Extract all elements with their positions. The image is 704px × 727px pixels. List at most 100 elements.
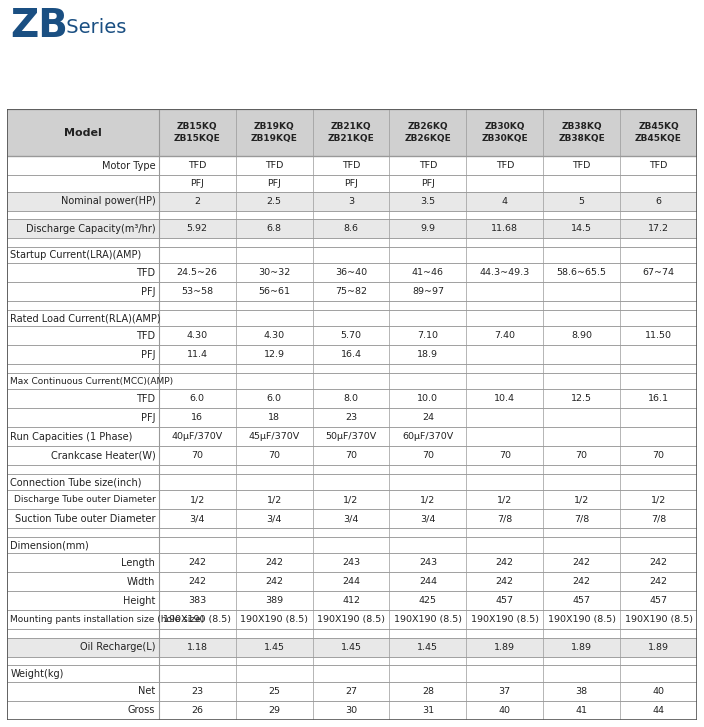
Bar <box>313 701 389 720</box>
Bar <box>313 109 389 156</box>
Text: 1/2: 1/2 <box>651 495 666 505</box>
Text: 3/4: 3/4 <box>189 514 205 523</box>
Text: 18.9: 18.9 <box>417 350 439 359</box>
Bar <box>236 656 313 665</box>
Text: 7.40: 7.40 <box>494 332 515 340</box>
Text: 41~46: 41~46 <box>412 268 444 278</box>
Bar <box>236 390 313 409</box>
Text: 4.30: 4.30 <box>187 332 208 340</box>
Bar <box>7 665 159 682</box>
Text: 2.5: 2.5 <box>267 197 282 206</box>
Text: 3/4: 3/4 <box>420 514 436 523</box>
Bar <box>389 109 466 156</box>
Bar <box>389 553 466 572</box>
Bar <box>313 490 389 510</box>
Text: 16.1: 16.1 <box>648 394 669 403</box>
Bar <box>159 175 236 192</box>
Text: 16: 16 <box>191 414 203 422</box>
Bar <box>389 390 466 409</box>
Bar <box>7 220 159 238</box>
Bar <box>543 345 620 364</box>
Bar <box>389 175 466 192</box>
Bar <box>620 510 697 529</box>
Text: TFD: TFD <box>342 161 360 170</box>
Text: Length: Length <box>122 558 156 568</box>
Text: 70: 70 <box>345 451 357 460</box>
Text: PFJ: PFJ <box>141 287 156 297</box>
Text: 1.45: 1.45 <box>341 643 362 652</box>
Text: 190X190 (8.5): 190X190 (8.5) <box>163 615 231 624</box>
Bar <box>543 629 620 638</box>
Text: 67~74: 67~74 <box>643 268 674 278</box>
Bar <box>620 192 697 211</box>
Bar <box>313 302 389 310</box>
Bar <box>620 211 697 220</box>
Text: ZB45KQ
ZB45KQE: ZB45KQ ZB45KQE <box>635 122 682 143</box>
Bar <box>313 610 389 629</box>
Text: 7/8: 7/8 <box>574 514 589 523</box>
Bar <box>159 109 236 156</box>
Bar <box>7 282 159 302</box>
Bar <box>236 238 313 247</box>
Bar <box>159 446 236 465</box>
Text: 1.89: 1.89 <box>571 643 592 652</box>
Text: 2: 2 <box>194 197 200 206</box>
Text: 25: 25 <box>268 687 280 696</box>
Bar <box>466 510 543 529</box>
Bar <box>7 610 159 629</box>
Text: Weight(kg): Weight(kg) <box>11 669 64 678</box>
Text: 1/2: 1/2 <box>344 495 358 505</box>
Text: 190X190 (8.5): 190X190 (8.5) <box>317 615 385 624</box>
Text: 44: 44 <box>653 706 665 715</box>
Bar <box>313 238 389 247</box>
Bar <box>620 175 697 192</box>
Bar <box>620 373 697 390</box>
Text: 45μF/370V: 45μF/370V <box>249 433 300 441</box>
Bar <box>313 345 389 364</box>
Text: 3: 3 <box>348 197 354 206</box>
Text: ZB38KQ
ZB38KQE: ZB38KQ ZB38KQE <box>558 122 605 143</box>
Bar <box>159 490 236 510</box>
Bar <box>159 701 236 720</box>
Bar <box>543 656 620 665</box>
Bar <box>236 109 313 156</box>
Bar <box>7 192 159 211</box>
Bar <box>389 629 466 638</box>
Bar <box>236 175 313 192</box>
Bar <box>466 553 543 572</box>
Text: TFD: TFD <box>188 161 206 170</box>
Bar <box>313 156 389 175</box>
Bar <box>389 510 466 529</box>
Bar <box>7 591 159 610</box>
Bar <box>466 465 543 474</box>
Bar <box>543 529 620 537</box>
Text: 70: 70 <box>653 451 665 460</box>
Bar <box>466 446 543 465</box>
Text: Rated Load Current(RLA)(AMP): Rated Load Current(RLA)(AMP) <box>11 313 161 324</box>
Text: Height: Height <box>123 595 156 606</box>
Bar <box>389 345 466 364</box>
Bar <box>389 373 466 390</box>
Text: 4: 4 <box>502 197 508 206</box>
Bar <box>620 238 697 247</box>
Bar <box>389 465 466 474</box>
Bar <box>159 656 236 665</box>
Text: 242: 242 <box>650 577 667 586</box>
Bar <box>236 211 313 220</box>
Text: ZB26KQ
ZB26KQE: ZB26KQ ZB26KQE <box>405 122 451 143</box>
Bar <box>236 665 313 682</box>
Bar <box>543 220 620 238</box>
Text: 5: 5 <box>579 197 584 206</box>
Bar <box>466 302 543 310</box>
Text: 1.18: 1.18 <box>187 643 208 652</box>
Bar <box>159 282 236 302</box>
Bar <box>159 211 236 220</box>
Bar <box>313 553 389 572</box>
Bar <box>236 529 313 537</box>
Bar <box>7 156 159 175</box>
Bar <box>620 156 697 175</box>
Bar <box>389 701 466 720</box>
Bar <box>620 665 697 682</box>
Bar <box>466 490 543 510</box>
Bar <box>466 591 543 610</box>
